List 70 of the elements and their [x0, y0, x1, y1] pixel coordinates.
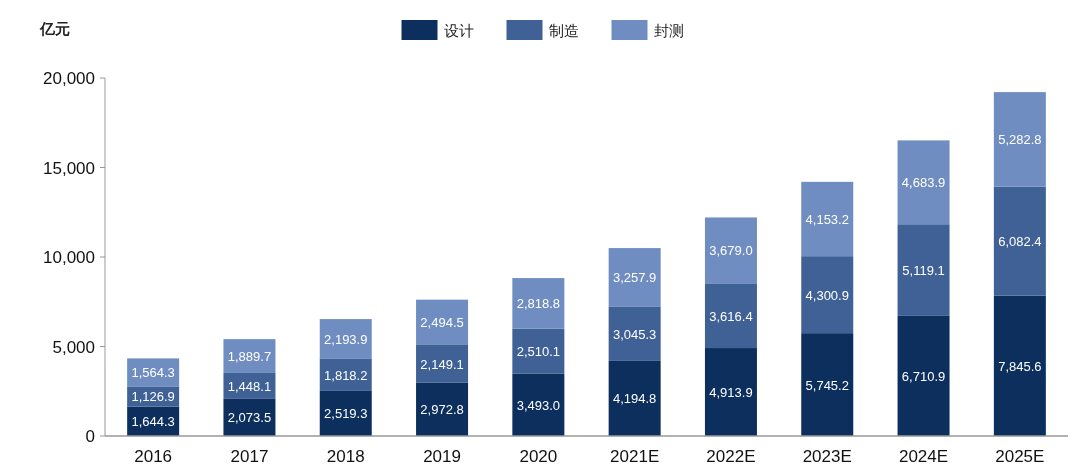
data-label: 1,644.3 [131, 414, 175, 430]
data-label: 1,818.2 [324, 367, 368, 383]
x-tick-label: 2020 [519, 447, 558, 466]
data-label: 1,126.9 [131, 389, 175, 405]
y-tick-label: 10,000 [43, 248, 95, 267]
data-label: 3,045.3 [612, 326, 657, 342]
data-label: 2,519.3 [324, 406, 368, 422]
y-axis-title: 亿元 [39, 20, 70, 37]
bar [704, 348, 757, 436]
bar [608, 248, 661, 307]
data-label: 4,194.8 [612, 391, 657, 407]
legend-label: 封测 [653, 22, 684, 39]
data-label: 6,082.4 [998, 234, 1042, 250]
bar [801, 333, 854, 436]
legend-label: 设计 [443, 22, 474, 39]
data-label: 2,193.9 [324, 331, 368, 347]
data-label: 3,616.4 [709, 308, 753, 324]
bar [416, 344, 469, 383]
y-tick-label: 20,000 [43, 69, 95, 88]
bar [801, 181, 854, 257]
bar [897, 140, 950, 225]
bar [608, 306, 661, 361]
bar [704, 283, 757, 349]
data-label: 2,972.8 [420, 402, 464, 418]
data-label: 2,510.1 [516, 344, 561, 360]
x-tick-label: 2024E [898, 447, 949, 466]
data-label: 5,745.2 [805, 377, 849, 393]
data-label: 3,679.0 [709, 243, 753, 259]
bar [897, 315, 950, 436]
bar [512, 278, 565, 329]
x-tick-label: 2023E [802, 447, 852, 466]
data-label: 3,257.9 [612, 270, 657, 286]
data-label: 4,683.9 [901, 175, 946, 191]
data-label: 2,073.5 [227, 410, 272, 426]
data-label: 2,494.5 [420, 314, 464, 330]
data-label: 4,300.9 [805, 287, 849, 303]
data-label: 1,889.7 [227, 349, 272, 365]
data-label: 7,845.6 [998, 358, 1042, 374]
bar [897, 224, 950, 316]
x-tick-label: 2025E [995, 447, 1045, 466]
data-label: 4,913.9 [709, 385, 753, 401]
x-tick-label: 2019 [423, 447, 461, 466]
x-tick-label: 2016 [134, 447, 173, 466]
data-label: 1,564.3 [131, 365, 175, 381]
y-tick-label: 15,000 [43, 158, 95, 178]
bar [416, 382, 469, 436]
data-label: 2,818.8 [516, 296, 561, 312]
bar [993, 92, 1046, 187]
x-tick-label: 2018 [326, 447, 365, 466]
data-label: 1,448.1 [227, 378, 272, 394]
data-label: 3,493.0 [516, 397, 561, 413]
data-label: 6,710.9 [901, 368, 946, 384]
data-label: 4,153.2 [805, 212, 849, 227]
bar [608, 360, 661, 436]
bar [416, 299, 469, 345]
bar [993, 295, 1046, 436]
bar [993, 186, 1046, 296]
bar [704, 217, 757, 284]
bar [512, 373, 565, 436]
y-tick-label: 5,000 [52, 337, 95, 357]
data-label: 5,119.1 [902, 263, 945, 279]
data-label: 2,149.1 [420, 356, 464, 372]
legend-label: 制造 [548, 22, 579, 39]
data-label: 5,282.8 [998, 132, 1042, 148]
y-tick-label: 0 [85, 427, 95, 446]
x-tick-label: 2021E [610, 447, 660, 466]
x-tick-label: 2022E [706, 447, 756, 466]
bar [801, 256, 854, 334]
x-tick-label: 2017 [230, 447, 269, 466]
bar [512, 328, 565, 374]
